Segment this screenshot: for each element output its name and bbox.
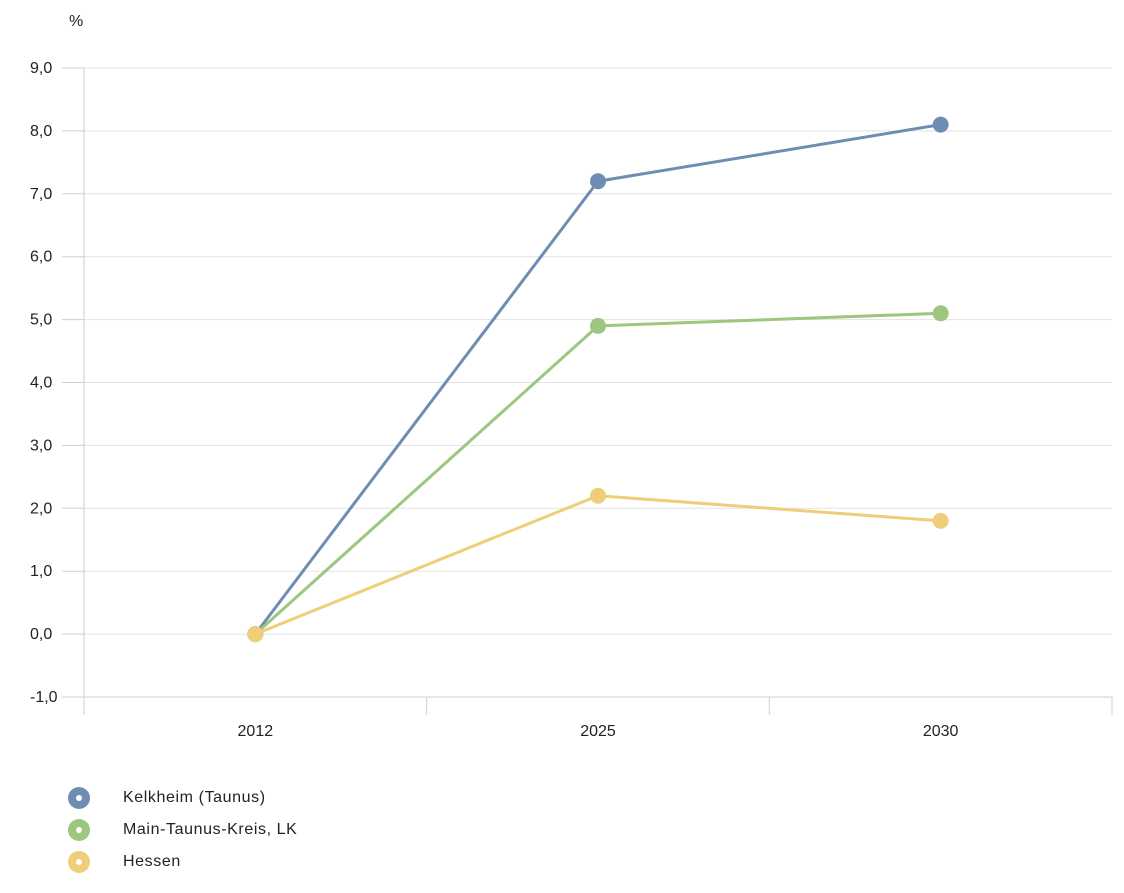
data-point <box>590 173 606 190</box>
y-axis-ticks: 9,0 8,0 7,0 6,0 5,0 4,0 3,0 2,0 1,0 0,0 -1,0 <box>30 60 84 706</box>
y-axis-unit-label: % <box>69 13 83 30</box>
legend-label: Main-Taunus-Kreis, LK <box>123 821 298 838</box>
legend-item-hessen[interactable]: Hessen <box>68 846 297 878</box>
legend-marker-icon <box>68 819 90 841</box>
series-2 <box>247 487 949 643</box>
legend: Kelkheim (Taunus) Main-Taunus-Kreis, LK … <box>68 782 297 878</box>
series-layer <box>247 116 949 643</box>
series-1 <box>247 305 949 643</box>
y-tick-label: 7,0 <box>30 186 52 203</box>
x-tick-label: 2012 <box>238 723 274 740</box>
series-line <box>254 494 941 636</box>
data-point <box>247 626 264 643</box>
y-tick-label: 2,0 <box>30 500 52 517</box>
legend-marker-icon <box>68 851 90 873</box>
legend-item-kelkheim[interactable]: Kelkheim (Taunus) <box>68 782 297 814</box>
line-chart: % 9,0 8,0 7,0 6,0 5,0 4,0 3,0 2,0 1,0 0,0 -1,0 201… <box>30 13 1113 740</box>
legend-label: Kelkheim (Taunus) <box>123 789 266 806</box>
data-point <box>590 317 606 334</box>
legend-label: Hessen <box>123 853 181 870</box>
data-point <box>932 512 949 529</box>
x-tick-label: 2030 <box>923 723 959 740</box>
series-0 <box>247 116 949 643</box>
legend-marker-icon <box>68 787 90 809</box>
legend-item-main-taunus-kreis[interactable]: Main-Taunus-Kreis, LK <box>68 814 297 846</box>
y-tick-label: 9,0 <box>30 60 52 77</box>
data-point <box>932 116 949 133</box>
grid-lines <box>84 67 1112 698</box>
x-tick-label: 2025 <box>580 723 616 740</box>
y-tick-label: 6,0 <box>30 249 52 266</box>
axes <box>83 68 1112 715</box>
series-line <box>254 123 941 636</box>
y-tick-label: 8,0 <box>30 123 52 140</box>
series-line <box>254 311 941 636</box>
y-tick-label: 1,0 <box>30 563 52 580</box>
x-axis-ticks: 2012 2025 2030 <box>83 697 1113 740</box>
y-tick-label: 0,0 <box>30 626 52 643</box>
y-tick-label: 5,0 <box>30 312 52 329</box>
data-point <box>590 487 606 504</box>
y-tick-label: -1,0 <box>30 689 58 706</box>
y-tick-label: 4,0 <box>30 375 52 392</box>
data-point <box>932 305 949 322</box>
y-tick-label: 3,0 <box>30 437 52 454</box>
